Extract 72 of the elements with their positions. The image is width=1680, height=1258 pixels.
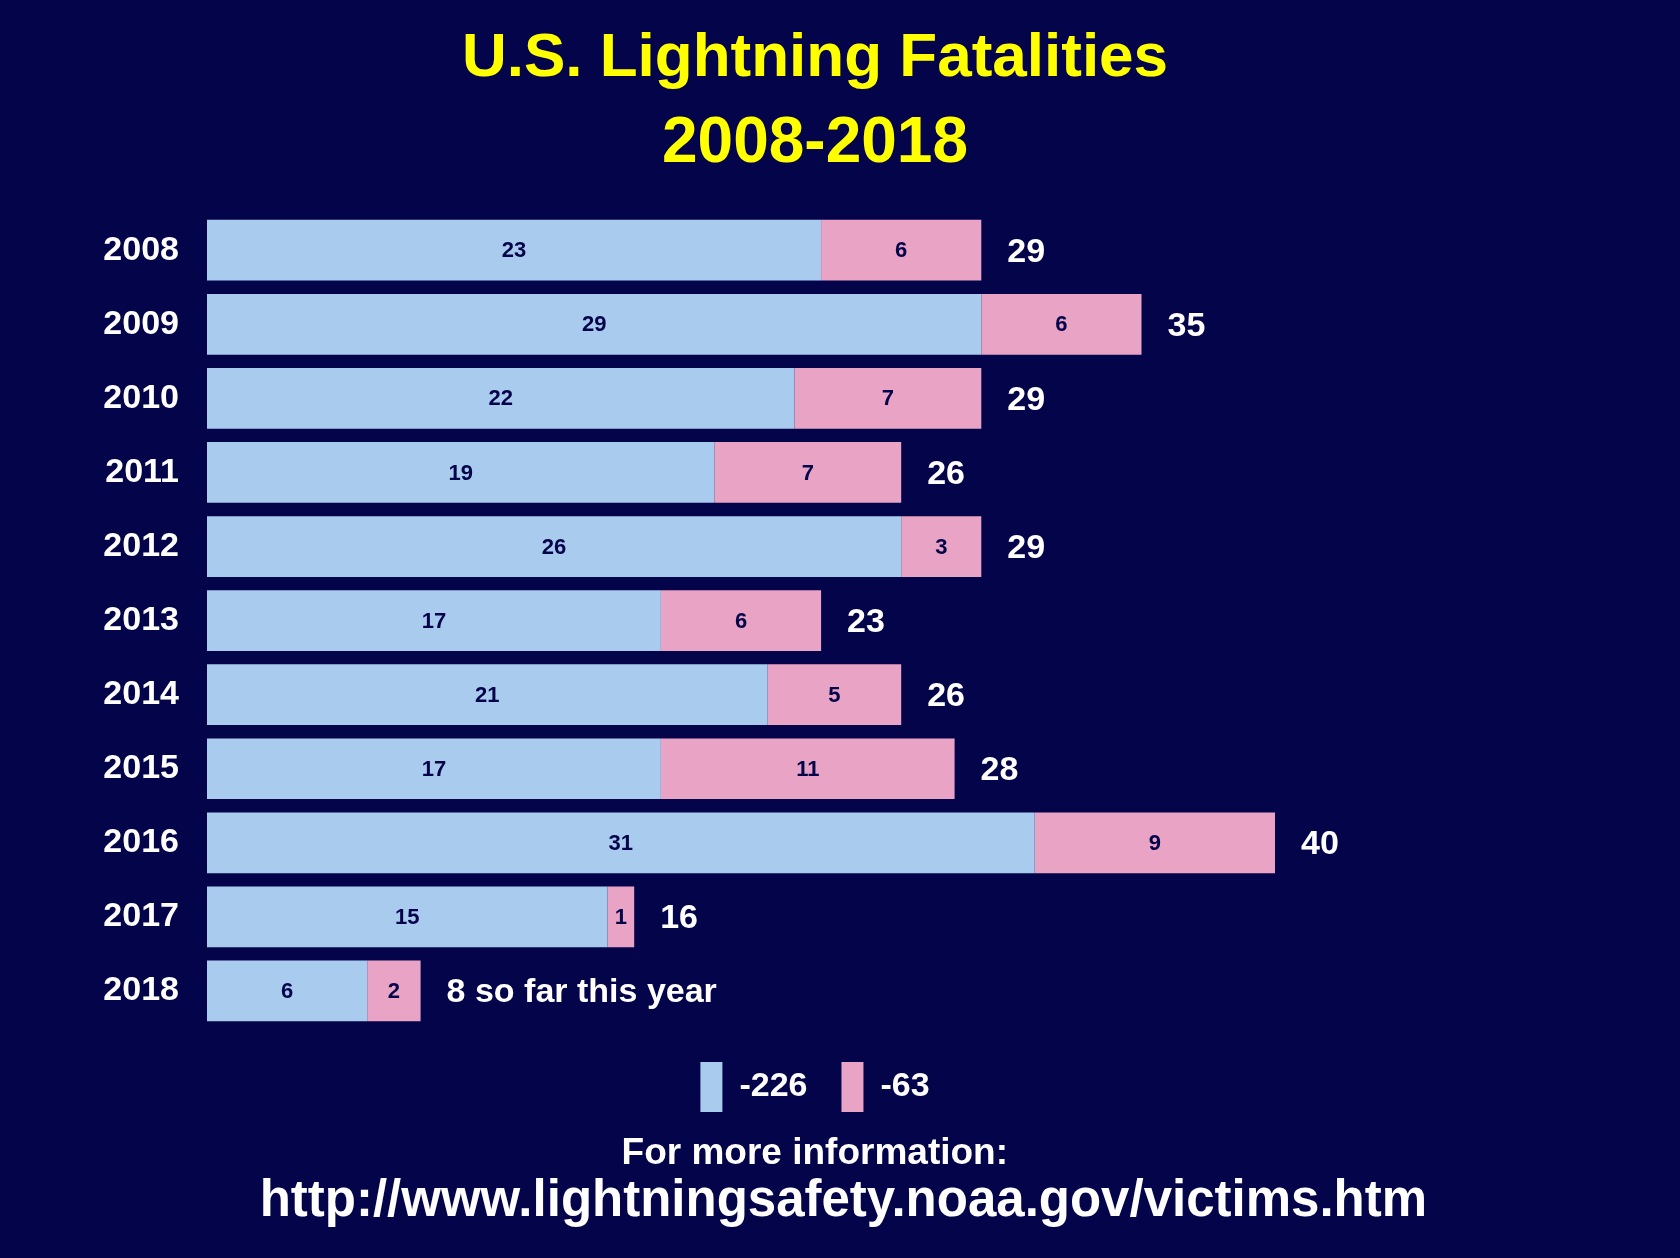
bar — [207, 664, 768, 726]
data-label: 17 — [421, 755, 447, 781]
y-tick-label: 2013 — [103, 598, 179, 637]
bar — [207, 960, 368, 1022]
bar — [1034, 812, 1275, 874]
bar — [207, 368, 795, 429]
data-label: 15 — [395, 903, 420, 929]
bar — [207, 442, 715, 503]
bar — [207, 516, 902, 577]
y-tick-label: 2018 — [103, 969, 179, 1008]
data-label: 6 — [734, 607, 748, 633]
data-label: 11 — [796, 755, 820, 781]
data-label: 26 — [541, 533, 567, 559]
bar — [207, 886, 608, 948]
total-label: 40 — [1301, 823, 1339, 862]
data-label: 3 — [935, 533, 948, 559]
data-label: 6 — [1055, 311, 1068, 337]
bar — [207, 738, 661, 800]
total-label: 26 — [927, 675, 966, 714]
data-label: 7 — [881, 385, 894, 411]
text: For more information: — [621, 1131, 1009, 1173]
y-tick-label: 2009 — [103, 302, 179, 341]
bar — [660, 738, 955, 800]
total-label: 23 — [847, 600, 885, 639]
total-label: 29 — [1007, 378, 1046, 417]
bar — [981, 293, 1142, 355]
chart-title: U.S. Lightning Fatalities — [461, 20, 1169, 90]
bar — [901, 516, 982, 577]
bar — [207, 293, 982, 355]
total-label: 29 — [1007, 230, 1046, 269]
data-label: 22 — [488, 385, 513, 411]
data-label: 21 — [475, 681, 500, 707]
bar — [207, 219, 822, 281]
bar — [714, 442, 902, 503]
data-label: 5 — [828, 681, 841, 707]
data-label: 1 — [614, 903, 627, 929]
bar — [367, 960, 421, 1022]
legend-label: -226 — [739, 1065, 808, 1104]
total-label: 8 so far this year — [446, 971, 717, 1010]
total-label: 28 — [980, 749, 1019, 788]
total-label: 16 — [660, 897, 699, 936]
total-label: 35 — [1167, 304, 1206, 343]
chart-subtitle: 2008-2018 — [661, 104, 969, 177]
bar — [607, 886, 635, 948]
data-label: 2 — [387, 978, 401, 1004]
text: http://www.lightningsafety.noaa.gov/victims.htm — [259, 1170, 1428, 1228]
y-tick-label: 2016 — [103, 821, 179, 860]
y-tick-label: 2011 — [105, 450, 179, 489]
y-tick-label: 2010 — [103, 376, 179, 415]
bar — [767, 664, 902, 726]
y-tick-label: 2017 — [103, 895, 179, 934]
y-tick-label: 2015 — [103, 747, 179, 786]
bar — [207, 812, 1035, 874]
bar — [821, 219, 982, 281]
data-label: 9 — [1148, 829, 1161, 855]
bar — [794, 368, 982, 429]
data-label: 7 — [801, 459, 814, 485]
data-label: 29 — [581, 311, 607, 337]
bar — [660, 590, 822, 651]
data-label: 19 — [448, 459, 473, 485]
y-tick-label: 2014 — [103, 673, 180, 712]
data-label: 17 — [421, 607, 447, 633]
data-label: 31 — [608, 829, 634, 855]
data-label: 6 — [280, 978, 294, 1004]
bar — [207, 590, 661, 651]
data-label: 6 — [895, 237, 908, 263]
total-label: 29 — [1007, 526, 1046, 565]
y-tick-label: 2012 — [103, 524, 179, 563]
legend-label: -63 — [880, 1065, 930, 1104]
data-label: 23 — [501, 237, 527, 263]
y-tick-label: 2008 — [103, 228, 179, 267]
total-label: 26 — [927, 452, 966, 491]
